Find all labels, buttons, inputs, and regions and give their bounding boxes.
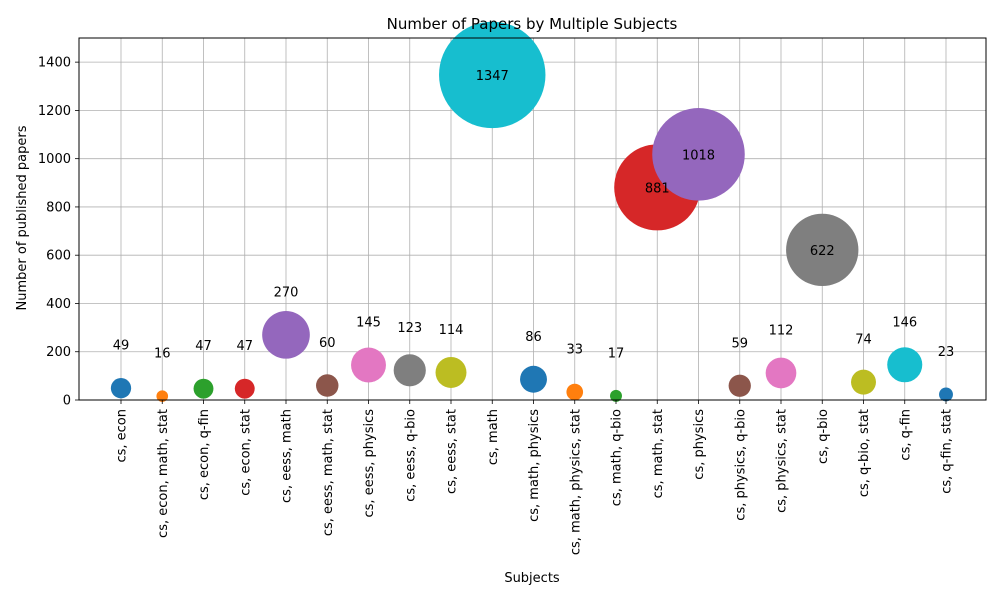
bubbles (110, 21, 953, 402)
bubble (939, 387, 953, 402)
bubble (351, 347, 386, 383)
x-tick-label: cs, econ, stat (238, 409, 253, 496)
bubble-value-label: 1347 (476, 69, 509, 84)
chart-title: Number of Papers by Multiple Subjects (387, 15, 678, 33)
bubble-value-label: 47 (195, 339, 212, 354)
bubble (316, 374, 339, 397)
y-tick-label: 1200 (38, 104, 71, 119)
y-tick-label: 600 (46, 249, 71, 264)
bubble-value-label: 114 (439, 323, 464, 338)
bubble-value-label: 60 (319, 336, 336, 351)
bubble (610, 389, 622, 402)
bubble (439, 21, 546, 129)
bubble-value-label: 17 (608, 346, 625, 361)
x-tick-label: cs, eess, stat (445, 409, 460, 494)
bubble-value-label: 74 (855, 333, 872, 348)
bubble-value-label: 112 (769, 324, 794, 339)
bubble (652, 108, 745, 201)
x-tick-label: cs, eess, physics (362, 409, 377, 518)
bubble-value-label: 622 (810, 244, 835, 259)
y-tick-label: 800 (46, 200, 71, 215)
bubble-value-label: 1018 (682, 148, 715, 163)
x-tick-label: cs, physics (692, 409, 707, 480)
x-tick-label: cs, eess, math (280, 409, 295, 503)
bubble (765, 357, 797, 389)
bubble-value-label: 881 (645, 181, 670, 196)
x-tick-label: cs, math, q-bio (610, 409, 625, 506)
x-tick-label: cs, q-bio, stat (857, 409, 872, 497)
bubble-value-label: 146 (892, 315, 917, 330)
bubble (156, 390, 169, 402)
x-tick-label: cs, math, physics, stat (568, 409, 583, 555)
x-axis: cs, econ cs, econ, math, stat cs, econ, q-… (115, 400, 955, 555)
bubble-value-label: 49 (113, 339, 130, 354)
bubble-value-label: 33 (566, 343, 583, 358)
y-axis: 0 200 400 600 800 1000 1200 1400 (38, 56, 79, 409)
bubble-value-label: 47 (236, 339, 253, 354)
bubble-value-label: 16 (154, 347, 171, 362)
plot-frame (78, 37, 987, 401)
x-tick-label: cs, eess, q-bio (403, 409, 418, 502)
bubble (887, 347, 923, 383)
x-tick-label: cs, physics, q-bio (733, 409, 748, 521)
x-tick-label: cs, q-bio (816, 409, 831, 464)
x-tick-label: cs, q-fin (898, 409, 913, 461)
bubble (851, 369, 876, 395)
bubble-value-label: 23 (938, 345, 955, 360)
bubble (566, 383, 584, 401)
bubble-value-label: 145 (356, 316, 381, 331)
x-tick-label: cs, math, physics (527, 409, 542, 522)
y-tick-label: 200 (46, 345, 71, 360)
data-labels: 49 16 47 47 270 60 145 123 114 1347 86 33 17 881 1018 5… (113, 69, 955, 362)
x-tick-label: cs, econ, math, stat (156, 409, 171, 538)
bubble-value-label: 123 (397, 321, 422, 336)
bubble (728, 374, 751, 397)
bubble (262, 311, 310, 359)
bubble (435, 357, 467, 388)
y-tick-label: 0 (63, 394, 71, 409)
x-tick-label: cs, physics, stat (775, 409, 790, 513)
x-tick-label: cs, eess, math, stat (321, 409, 336, 536)
y-tick-label: 1000 (38, 152, 71, 167)
bubble (520, 365, 547, 393)
x-axis-title: Subjects (504, 571, 560, 586)
bubble-value-label: 270 (274, 285, 299, 300)
y-axis-title: Number of published papers (15, 125, 30, 310)
y-tick-label: 1400 (38, 56, 71, 71)
y-tick-label: 400 (46, 297, 71, 312)
bubble (234, 378, 255, 399)
grid (79, 38, 986, 401)
bubble (193, 378, 214, 399)
bubble-value-label: 59 (731, 336, 748, 351)
x-tick-label: cs, econ (115, 409, 130, 463)
bubble-value-label: 86 (525, 330, 542, 345)
x-tick-label: cs, math (486, 409, 501, 465)
bubble (110, 378, 132, 399)
bubble (393, 354, 426, 387)
bubble (786, 213, 859, 287)
x-tick-label: cs, q-fin, stat (940, 409, 955, 494)
x-tick-label: cs, math, stat (651, 409, 666, 498)
x-tick-label: cs, econ, q-fin (197, 409, 212, 500)
